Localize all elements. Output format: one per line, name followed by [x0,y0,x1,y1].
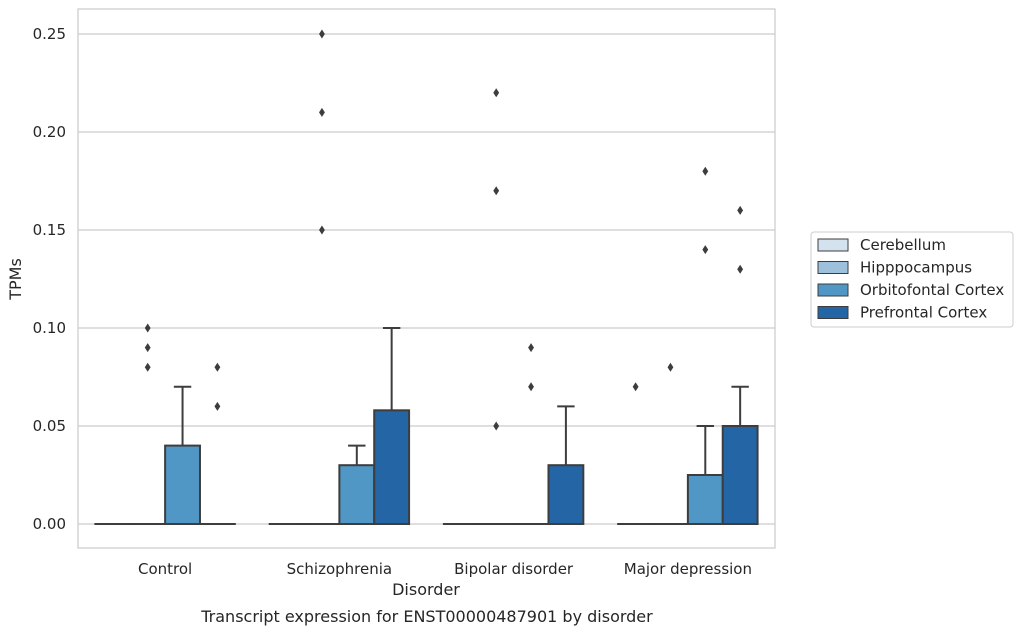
box-orbitofontal-cortex [338,444,376,526]
outlier-point [144,362,151,372]
box-hipppocampus [303,29,341,526]
x-tick-label: Schizophrenia [287,560,392,578]
outlier-point [528,382,534,392]
box-body [721,425,759,525]
box-orbitofontal-cortex [686,166,724,525]
legend-swatch [817,238,849,252]
legend-swatch [817,283,849,297]
x-axis-title: Disorder [392,580,460,599]
outlier-point [214,401,221,411]
y-tick-label: 0.10 [33,319,66,337]
box-hipppocampus [652,362,689,526]
y-tick-label: 0.05 [33,417,66,435]
y-axis-title: TPMs [6,258,25,301]
outlier-point [144,343,151,353]
box-orbitofontal-cortex [164,385,201,526]
box-body [373,409,411,526]
y-tick-label: 0.15 [33,221,66,239]
legend-swatch [817,306,849,319]
box-prefrontal-cortex [721,205,759,525]
x-tick-labels: Control Schizophrenia Bipolar disorder Majo… [138,560,752,578]
box-prefrontal-cortex [547,405,585,526]
x-tick-label: Bipolar disorder [454,560,574,578]
outlier-point [702,245,709,255]
box-hipppocampus [477,88,515,526]
y-tick-label: 0.00 [33,515,66,533]
y-tick-label: 0.25 [33,25,66,43]
outlier-point [319,107,325,117]
outlier-point [702,166,709,176]
outlier-point [319,29,325,39]
outlier-point [144,323,151,333]
plot-marks [94,29,759,526]
box-orbitofontal-cortex [512,343,550,526]
outlier-point [737,264,744,274]
outlier-point [737,205,744,215]
outlier-point [493,421,500,431]
outlier-point [493,88,500,98]
box-body [547,464,585,526]
box-hipppocampus [129,323,167,526]
legend-label: Hipppocampus [860,259,972,277]
x-tick-label: Control [138,560,192,578]
box-cerebellum [617,382,655,526]
legend-label: Cerebellum [860,236,946,254]
y-tick-labels: 0.00 0.05 0.10 0.15 0.20 0.25 [33,25,66,533]
box-prefrontal-cortex [373,327,411,526]
box-body [686,474,724,525]
outlier-point [632,382,639,392]
legend: Cerebellum Hipppocampus Orbitofontal Corte… [810,231,1014,328]
chart-caption: Transcript expression for ENST0000048790… [200,607,653,626]
outlier-point [667,362,674,372]
box-body [338,464,376,526]
x-tick-label: Major depression [624,560,752,578]
legend-label: Orbitofontal Cortex [860,281,1004,299]
plot-frame [77,8,776,549]
outlier-point [493,186,500,196]
legend-frame [810,231,1014,328]
legend-label: Prefrontal Cortex [860,304,987,322]
legend-swatch [817,261,849,274]
y-tick-label: 0.20 [33,123,66,141]
box-body [164,444,201,526]
outlier-point [528,343,534,353]
outlier-point [214,362,221,372]
box-prefrontal-cortex [198,362,236,526]
outlier-point [319,225,325,235]
